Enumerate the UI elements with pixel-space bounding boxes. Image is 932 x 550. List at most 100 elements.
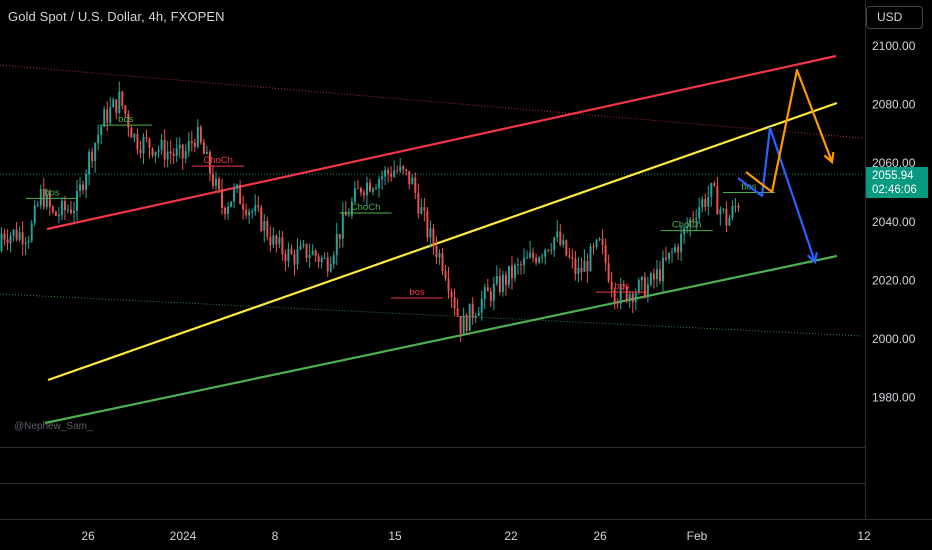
candle-body <box>115 99 118 113</box>
candle-body <box>677 247 680 253</box>
candle-body <box>12 229 15 236</box>
price-axis[interactable]: 1980.00 2000.00 2020.00 2040.00 2060.00 2080.… <box>872 39 916 405</box>
last-price-tag: 2055.94 02:46:06 <box>866 167 928 198</box>
candle-body <box>157 149 160 152</box>
candle-body <box>655 269 658 280</box>
candle-body <box>317 256 320 262</box>
candle-body <box>538 257 541 263</box>
candle-body <box>529 252 532 258</box>
candle-body <box>130 127 133 138</box>
candle-body <box>338 234 341 239</box>
candle-body <box>218 178 220 190</box>
candle-body <box>97 134 100 144</box>
candle-body <box>604 245 607 264</box>
candle-body <box>127 113 130 128</box>
candle-body <box>396 170 399 172</box>
candle-body <box>662 257 664 282</box>
annotation-label-4: bos <box>409 287 425 298</box>
candle-body <box>411 177 414 185</box>
candle-body <box>221 189 223 208</box>
candle-body <box>601 238 604 246</box>
candle-body <box>353 188 356 202</box>
candle-body <box>224 207 226 214</box>
candle-body <box>236 184 239 189</box>
candle-body <box>166 151 169 160</box>
candle-body <box>91 151 94 162</box>
candle-body <box>547 249 550 251</box>
candle-body <box>501 274 504 292</box>
candle-body <box>580 267 583 273</box>
candle-body <box>408 170 411 185</box>
candle-body <box>423 207 426 211</box>
candle-body <box>465 315 468 331</box>
candle-body <box>103 109 106 127</box>
trend-line-2[interactable] <box>44 254 838 425</box>
candle-body <box>737 205 740 208</box>
candle-body <box>520 264 522 266</box>
time-axis[interactable]: 26 2024 8 15 22 26 Feb 12 <box>81 529 871 543</box>
candle-body <box>634 293 637 303</box>
x-tick-label: 2024 <box>170 529 197 543</box>
candle-body <box>0 233 3 252</box>
candle-body <box>474 315 477 318</box>
projection-path-0[interactable] <box>737 126 817 263</box>
candle-body <box>190 141 193 143</box>
x-tick-label: 26 <box>593 529 607 543</box>
candle-body <box>51 206 54 212</box>
trend-line-1[interactable] <box>47 101 838 382</box>
candle-body <box>257 205 260 208</box>
candle-body <box>275 235 278 245</box>
currency-selector[interactable]: USD <box>866 6 923 29</box>
candle-body <box>504 274 507 285</box>
candle-body <box>60 200 63 216</box>
projection-path-1[interactable] <box>745 68 834 194</box>
candle-body <box>658 269 661 282</box>
candle-body <box>208 151 211 174</box>
candle-body <box>613 289 616 303</box>
candle-body <box>689 219 692 227</box>
candle-body <box>378 179 381 188</box>
candle-body <box>583 260 586 273</box>
candle-body <box>692 219 695 221</box>
candle-body <box>734 205 737 207</box>
candle-body <box>239 184 242 205</box>
candle-body <box>79 184 82 191</box>
candle-body <box>562 240 565 245</box>
candle-body <box>628 293 631 301</box>
candle-body <box>356 188 359 190</box>
x-tick-label: 15 <box>388 529 402 543</box>
candle-body <box>559 231 562 245</box>
candle-body <box>456 308 459 316</box>
candle-body <box>248 211 251 216</box>
annotation-label-6: ChoCh <box>672 220 702 231</box>
candle-body <box>665 257 667 260</box>
candle-body <box>15 229 18 240</box>
x-tick-label: Feb <box>687 529 708 543</box>
candle-body <box>514 265 516 279</box>
x-tick-label: 12 <box>857 529 871 543</box>
candle-body <box>30 223 33 241</box>
candle-body <box>305 243 308 259</box>
candle-body <box>589 246 592 272</box>
candle-body <box>136 134 139 150</box>
candle-body <box>272 235 275 245</box>
trend-line-0[interactable] <box>46 54 837 231</box>
candle-body <box>586 260 589 272</box>
candle-body <box>686 226 689 229</box>
candle-body <box>544 249 547 257</box>
candle-body <box>450 291 453 298</box>
candle-body <box>595 239 598 248</box>
candle-body <box>390 173 393 177</box>
candlestick-series <box>0 81 740 343</box>
candle-body <box>489 291 492 302</box>
candle-body <box>320 257 323 262</box>
candle-body <box>184 151 187 159</box>
candle-body <box>471 303 474 318</box>
candle-body <box>429 228 432 238</box>
candle-body <box>290 248 293 254</box>
candle-body <box>728 217 731 226</box>
candle-body <box>57 215 60 217</box>
candle-body <box>296 249 299 265</box>
candle-body <box>459 315 462 334</box>
